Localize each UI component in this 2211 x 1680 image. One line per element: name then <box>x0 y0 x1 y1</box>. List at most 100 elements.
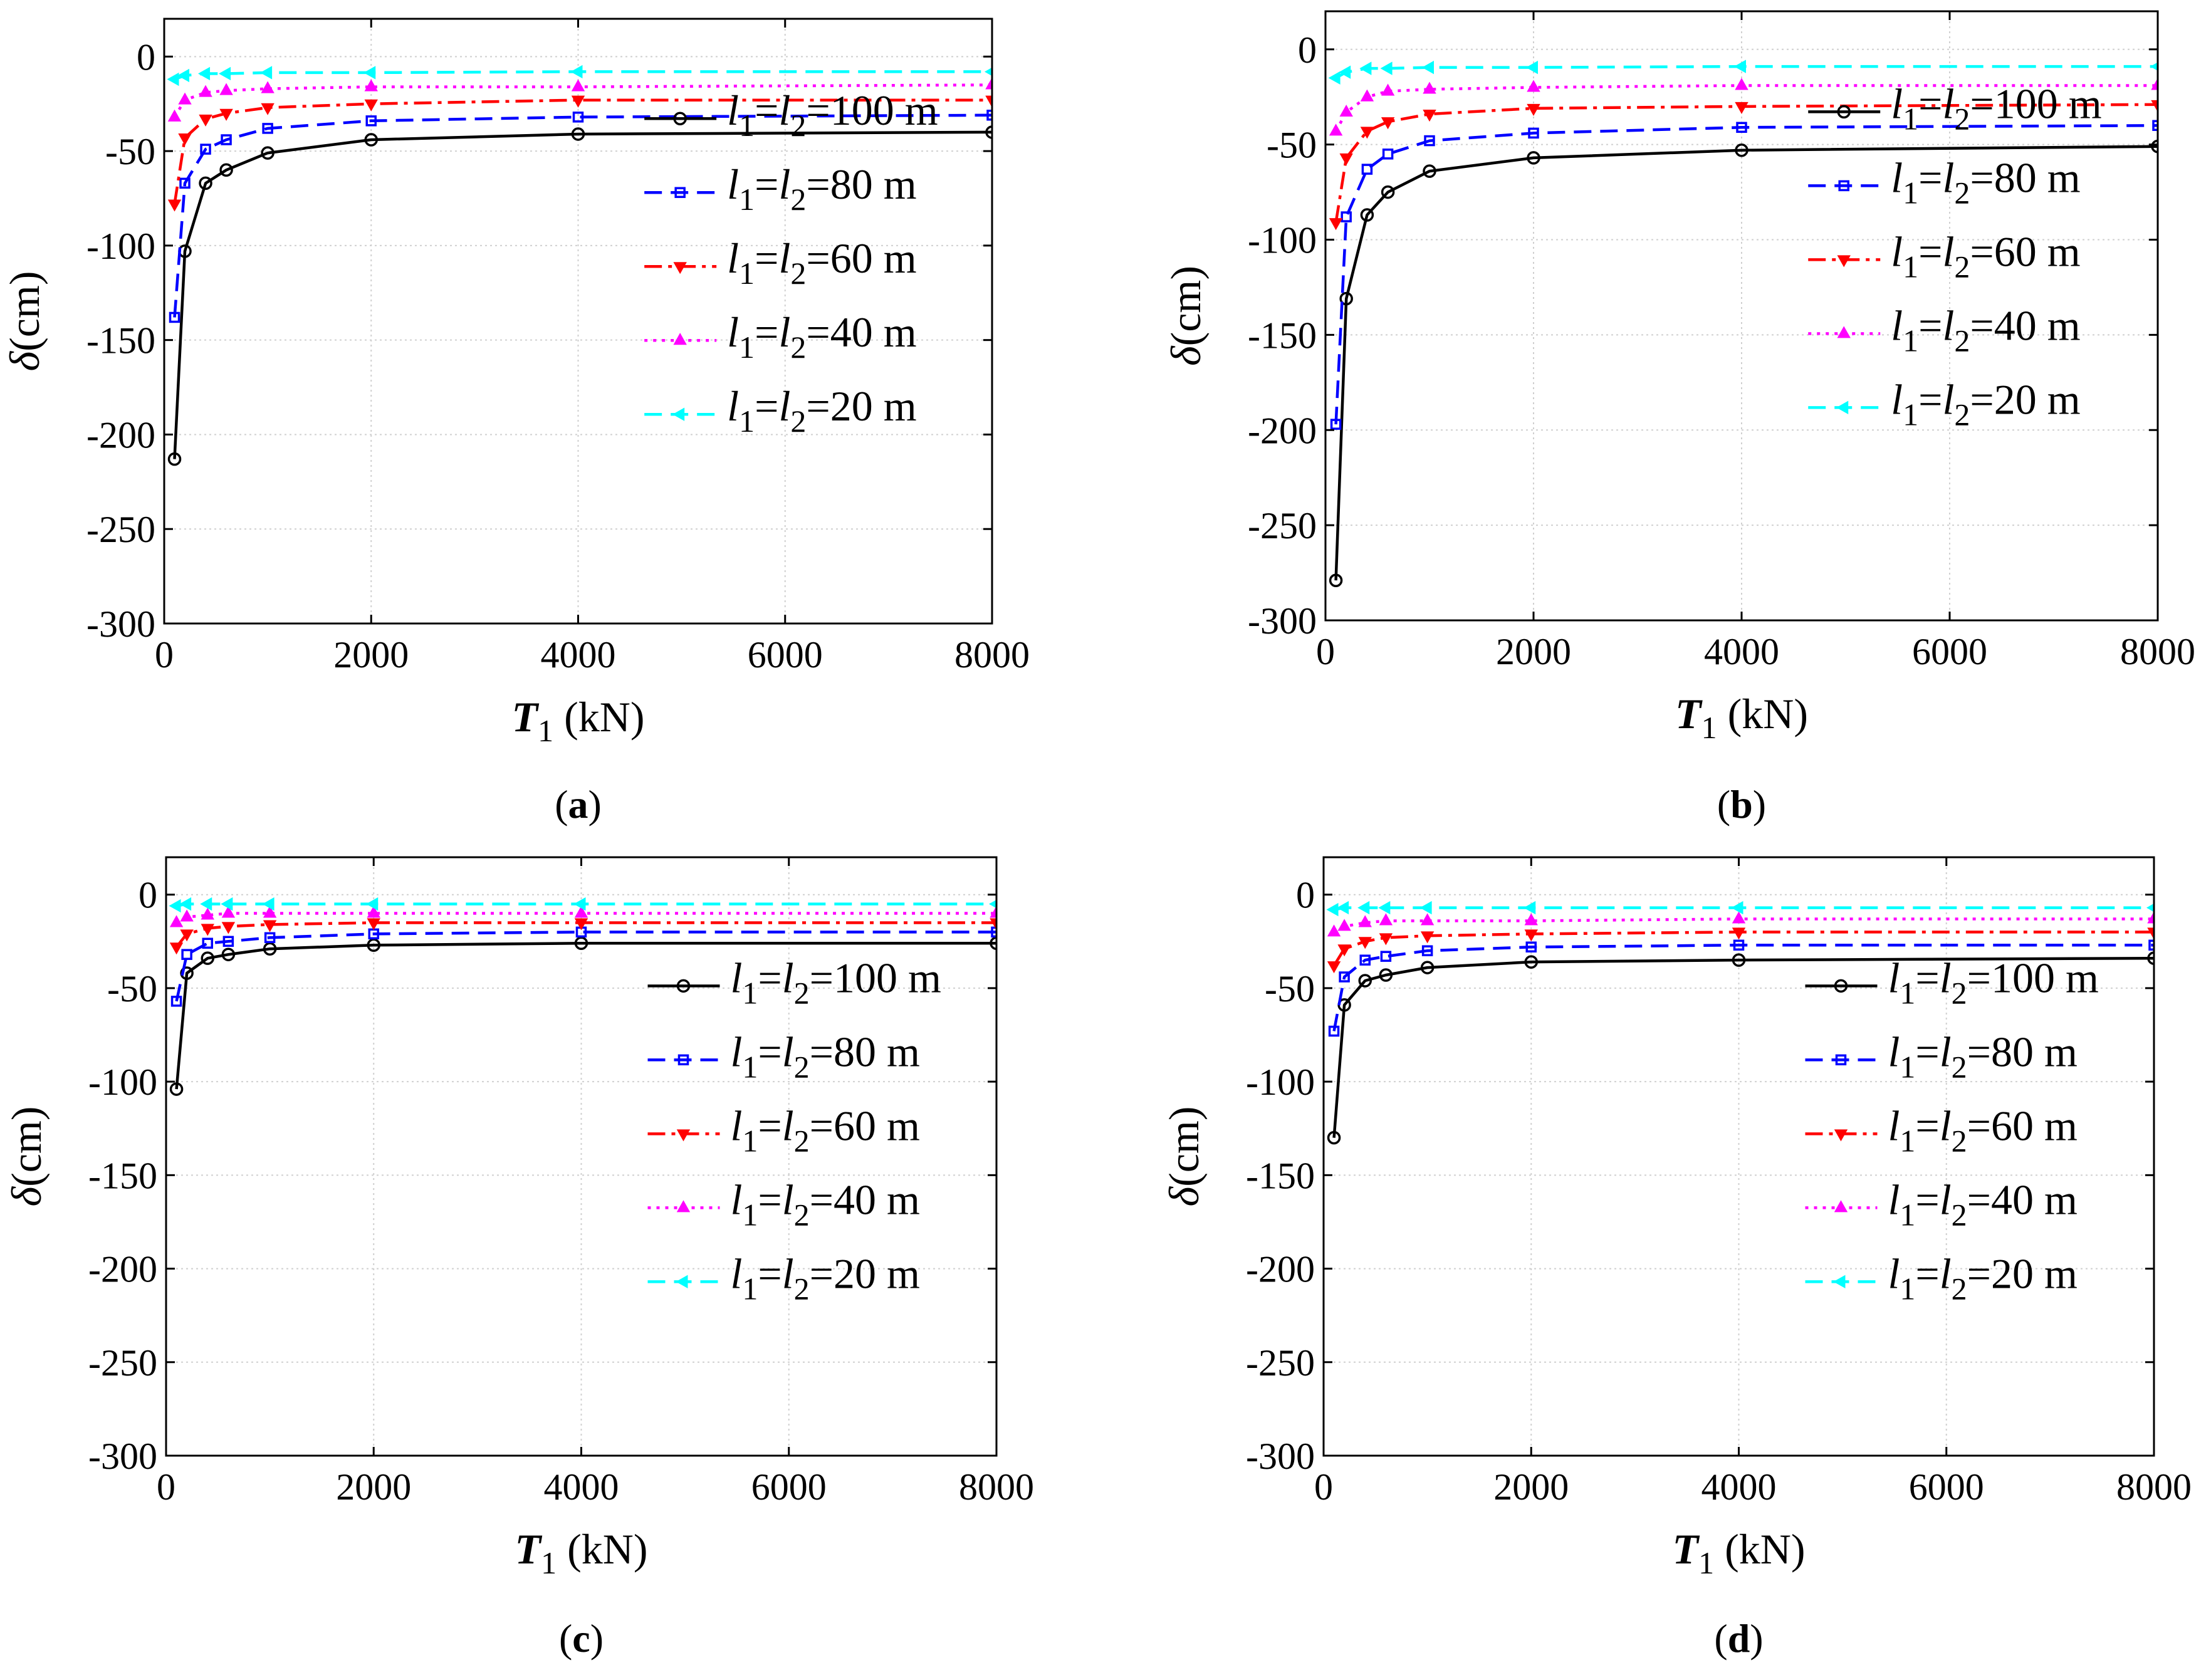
legend-var: l <box>1891 227 1903 275</box>
legend-subscript: 2 <box>1954 175 1970 210</box>
data-point-marker <box>1423 81 1436 94</box>
data-point-marker <box>263 942 277 956</box>
data-point-marker <box>367 905 380 918</box>
x-tick-label: 4000 <box>544 1466 619 1508</box>
data-point-marker <box>1327 924 1341 937</box>
y-tick-label: -100 <box>86 226 155 267</box>
data-point-marker <box>1524 955 1538 969</box>
data-point-marker <box>1337 900 1349 915</box>
caption-open: ( <box>1717 782 1730 827</box>
panel-caption: (b) <box>1717 782 1766 827</box>
legend-subscript: 2 <box>794 975 810 1010</box>
data-point-marker <box>1379 913 1393 926</box>
data-point-marker <box>1732 927 1746 940</box>
plot-area <box>167 65 992 466</box>
y-tick-label: -250 <box>1246 1342 1315 1384</box>
legend-label-4: l1=l2=40 m <box>1888 1176 2078 1232</box>
legend-subscript: 2 <box>794 1049 810 1084</box>
legend-marker-5 <box>1836 400 1849 415</box>
panel-caption: (d) <box>1714 1616 1763 1661</box>
legend-var: l <box>731 1250 743 1297</box>
data-point-marker <box>1359 954 1371 966</box>
x-tick-label: 0 <box>157 1466 175 1508</box>
legend-label-4: l1=l2=40 m <box>727 308 916 365</box>
data-point-marker <box>1528 127 1539 139</box>
legend-var: l <box>1940 1102 1952 1149</box>
data-point-marker <box>1327 961 1341 974</box>
data-point-marker <box>986 110 992 121</box>
y-tick-label: -300 <box>1246 1436 1315 1477</box>
legend-var: l <box>727 234 739 282</box>
legend-label-1: l1=l2=100 m <box>1888 954 2099 1010</box>
legend-label-5: l1=l2=20 m <box>727 382 916 439</box>
data-point-marker <box>180 909 194 922</box>
data-point-marker <box>1360 89 1374 102</box>
y-axis-var: δ <box>3 1186 50 1206</box>
legend-value: =20 m <box>1970 375 2080 423</box>
legend-var: l <box>1891 154 1903 201</box>
data-point-marker <box>988 899 996 909</box>
y-tick-label: -50 <box>1265 968 1315 1010</box>
data-point-marker <box>1326 902 1339 917</box>
legend-equals: = <box>1915 1250 1939 1297</box>
legend-value: =40 m <box>810 1176 920 1223</box>
data-point-marker <box>366 897 379 911</box>
data-point-marker <box>179 897 192 911</box>
series-line-3 <box>1332 931 2154 967</box>
legend-subscript: 2 <box>1952 1123 1967 1158</box>
data-point-marker <box>985 77 992 90</box>
data-point-marker <box>222 936 234 947</box>
legend-subscript: 1 <box>742 1271 758 1306</box>
legend-label-5: l1=l2=20 m <box>1888 1250 2078 1306</box>
legend-subscript: 1 <box>742 975 758 1010</box>
data-point-marker <box>1381 83 1395 96</box>
data-point-marker <box>363 66 376 80</box>
legend-subscript: 1 <box>1900 975 1915 1010</box>
legend-value: =40 m <box>806 308 916 356</box>
legend-subscript: 2 <box>1952 1271 1967 1306</box>
data-point-marker <box>572 112 584 123</box>
data-point-marker <box>167 199 182 212</box>
data-point-marker <box>221 905 236 918</box>
data-point-marker <box>200 897 212 911</box>
legend-var: l <box>782 1176 794 1223</box>
legend-var: l <box>778 160 790 208</box>
data-point-marker <box>1732 911 1746 924</box>
y-tick-label: -250 <box>1248 505 1317 546</box>
data-point-marker <box>219 66 231 81</box>
chart-panel-d: 0 2000 4000 6000 8000 0 -50 -100 -150 -200 -250 -30… <box>1160 856 2192 1661</box>
legend-equals: = <box>1918 301 1942 349</box>
data-point-marker <box>200 143 211 155</box>
legend-label-1: l1=l2=100 m <box>727 86 938 143</box>
data-point-marker <box>1419 900 1432 915</box>
legend-label-1: l1=l2=100 m <box>731 954 941 1010</box>
data-point-marker <box>1525 941 1537 952</box>
legend-equals: = <box>1918 375 1942 423</box>
data-point-marker <box>573 897 586 911</box>
x-axis-unit: (kN) <box>557 1525 647 1573</box>
data-point-marker <box>1420 961 1435 974</box>
legend-var: l <box>1940 954 1952 1001</box>
data-point-marker <box>1379 933 1393 946</box>
data-point-marker <box>1731 900 1743 915</box>
data-point-marker <box>1735 102 1748 114</box>
legend-value: =100 m <box>1970 80 2101 127</box>
series-line-1 <box>1334 145 2158 581</box>
legend-value: =20 m <box>810 1250 920 1297</box>
y-tick-label: -250 <box>88 1342 157 1384</box>
y-axis-var: δ <box>1160 1186 1208 1206</box>
data-point-marker <box>364 79 378 91</box>
data-point-marker <box>199 85 212 97</box>
data-point-marker <box>574 918 588 931</box>
y-tick-label: 0 <box>1298 29 1317 71</box>
legend-value: =60 m <box>806 234 916 282</box>
data-point-marker <box>1423 164 1436 178</box>
y-tick-label: -200 <box>1246 1249 1315 1290</box>
data-point-marker <box>367 918 380 931</box>
data-point-marker <box>180 966 194 980</box>
data-point-marker <box>169 899 181 913</box>
data-point-marker <box>1359 61 1372 75</box>
data-point-marker <box>2146 903 2154 912</box>
data-point-marker <box>1361 164 1373 175</box>
legend-value: =80 m <box>806 160 916 208</box>
